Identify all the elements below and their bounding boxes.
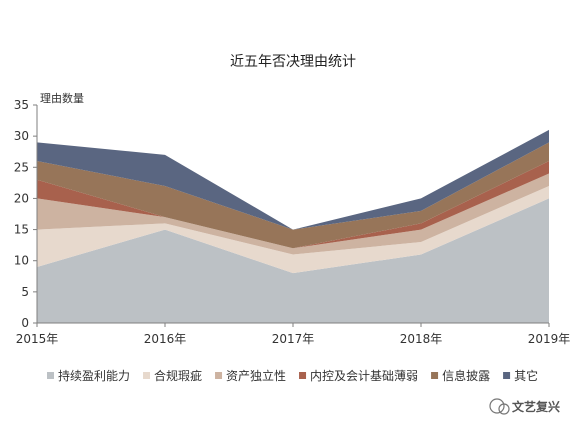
x-tick-label: 2016年 [144,332,187,346]
chart-title: 近五年否决理由统计 [230,54,356,70]
y-tick-label: 10 [14,254,29,268]
legend-label-5: 其它 [514,368,538,383]
y-tick-label: 15 [14,223,29,237]
y-tick-label: 20 [14,191,29,205]
area-series-4 [37,142,549,249]
legend-swatch-4 [431,372,439,379]
legend-swatch-2 [215,372,223,379]
y-tick-label: 25 [14,160,29,174]
y-tick-label: 30 [14,129,29,143]
x-tick-label: 2019年 [528,332,571,346]
legend-label-0: 持续盈利能力 [58,368,130,383]
watermark: 文艺复兴 [489,398,560,415]
y-tick-label: 0 [21,316,29,330]
x-tick-label: 2018年 [400,332,443,346]
y-tick-label: 35 [14,98,29,112]
area-layers [37,129,549,323]
y-tick-label: 5 [21,285,29,299]
axes: 0 5 10 15 20 25 30 35 2015年 2016年 2017年 2018年 2019年 [14,98,571,346]
wechat-icon [489,398,505,414]
legend-swatch-3 [299,372,307,379]
area-series-1 [37,185,549,274]
y-axis-label: 理由数量 [40,91,84,105]
watermark-text: 文艺复兴 [512,399,560,414]
area-series-3 [37,161,549,249]
wechat-icon-small [498,403,510,415]
area-series-2 [37,173,549,255]
legend-swatch-0 [47,372,54,379]
legend: 持续盈利能力 合规瑕疵 资产独立性 内控及会计基础薄弱 信息披露 其它 [47,368,538,383]
legend-label-2: 资产独立性 [226,368,286,383]
legend-label-3: 内控及会计基础薄弱 [310,368,418,383]
legend-swatch-1 [143,372,151,379]
x-tick-label: 2017年 [272,332,315,346]
legend-label-4: 信息披露 [442,368,490,383]
area-series-5 [37,129,549,230]
legend-label-1: 合规瑕疵 [154,368,202,383]
x-tick-label: 2015年 [16,332,59,346]
legend-swatch-5 [503,372,511,379]
